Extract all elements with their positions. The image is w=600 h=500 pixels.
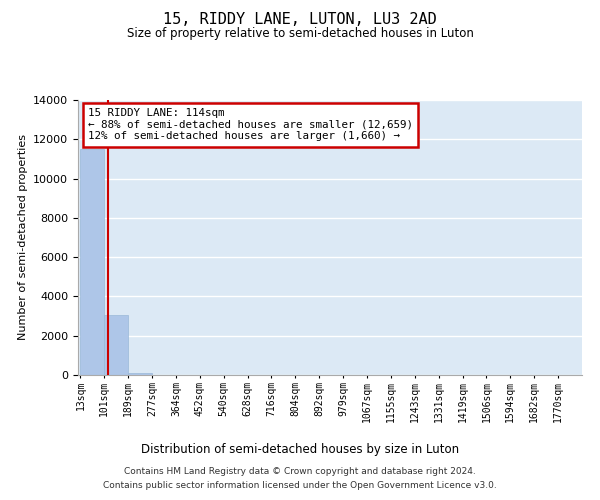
Bar [128, 373, 152, 375]
Text: 15 RIDDY LANE: 114sqm
← 88% of semi-detached houses are smaller (12,659)
12% of : 15 RIDDY LANE: 114sqm ← 88% of semi-deta… [88, 108, 413, 142]
Text: Size of property relative to semi-detached houses in Luton: Size of property relative to semi-detach… [127, 28, 473, 40]
Y-axis label: Number of semi-detached properties: Number of semi-detached properties [17, 134, 28, 340]
Bar [80, 149, 104, 375]
Bar [104, 315, 128, 375]
Text: Distribution of semi-detached houses by size in Luton: Distribution of semi-detached houses by … [141, 442, 459, 456]
Text: 15, RIDDY LANE, LUTON, LU3 2AD: 15, RIDDY LANE, LUTON, LU3 2AD [163, 12, 437, 28]
Text: Contains public sector information licensed under the Open Government Licence v3: Contains public sector information licen… [103, 481, 497, 490]
Text: Contains HM Land Registry data © Crown copyright and database right 2024.: Contains HM Land Registry data © Crown c… [124, 468, 476, 476]
